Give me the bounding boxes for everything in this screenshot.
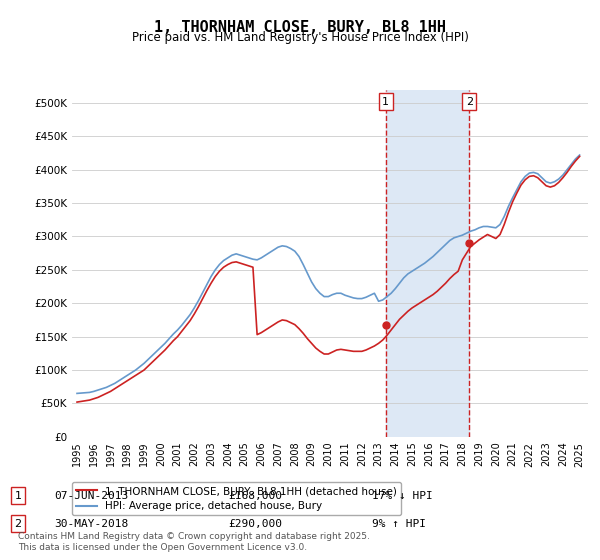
Text: 1: 1 (14, 491, 22, 501)
Text: 1: 1 (382, 96, 389, 106)
Text: 17% ↓ HPI: 17% ↓ HPI (372, 491, 433, 501)
Text: 30-MAY-2018: 30-MAY-2018 (54, 519, 128, 529)
Text: Contains HM Land Registry data © Crown copyright and database right 2025.
This d: Contains HM Land Registry data © Crown c… (18, 532, 370, 552)
Text: 9% ↑ HPI: 9% ↑ HPI (372, 519, 426, 529)
Text: 1, THORNHAM CLOSE, BURY, BL8 1HH: 1, THORNHAM CLOSE, BURY, BL8 1HH (154, 20, 446, 35)
Text: £290,000: £290,000 (228, 519, 282, 529)
Text: Price paid vs. HM Land Registry's House Price Index (HPI): Price paid vs. HM Land Registry's House … (131, 31, 469, 44)
Text: 2: 2 (14, 519, 22, 529)
Legend: 1, THORNHAM CLOSE, BURY, BL8 1HH (detached house), HPI: Average price, detached : 1, THORNHAM CLOSE, BURY, BL8 1HH (detach… (72, 482, 401, 515)
Text: 2: 2 (466, 96, 473, 106)
Bar (386, 90, 469, 437)
Text: 07-JUN-2013: 07-JUN-2013 (54, 491, 128, 501)
Text: £168,000: £168,000 (228, 491, 282, 501)
